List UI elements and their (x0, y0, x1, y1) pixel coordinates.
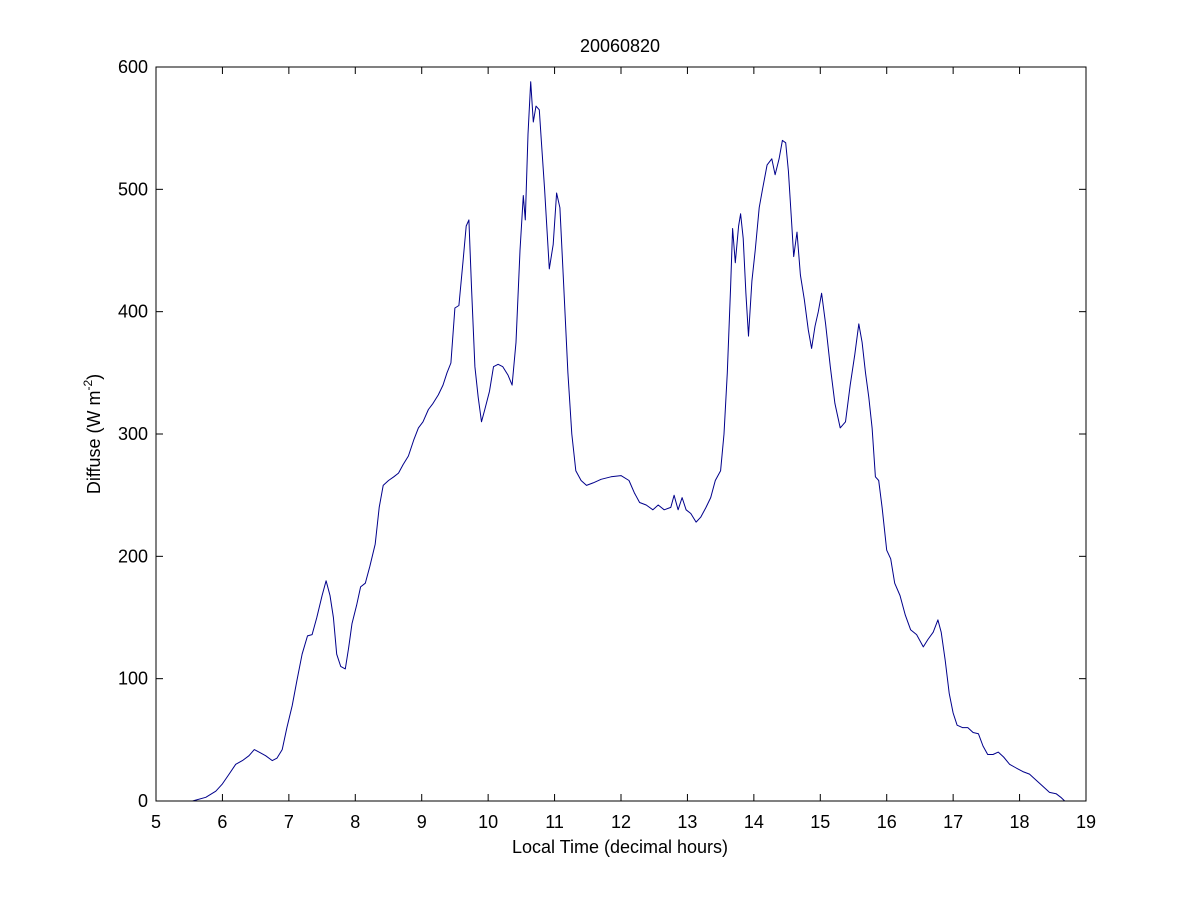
y-tick-label: 500 (118, 179, 148, 199)
y-tick-label: 0 (138, 791, 148, 811)
x-tick-label: 18 (1010, 812, 1030, 832)
x-tick-label: 12 (611, 812, 631, 832)
axes-background (156, 67, 1086, 801)
x-axis: 5 6 7 8 9 10 11 12 13 14 15 16 17 18 19 (151, 67, 1096, 832)
y-axis-label-superscript: -2 (81, 379, 95, 390)
y-axis: 0 100 200 300 400 500 600 (118, 57, 1086, 811)
x-tick-label: 11 (545, 812, 564, 832)
y-tick-label: 600 (118, 57, 148, 77)
x-tick-label: 16 (877, 812, 897, 832)
chart-title: 20060820 (580, 36, 660, 56)
y-axis-label: Diffuse (W m-2) (81, 374, 104, 494)
y-tick-label: 100 (118, 669, 148, 689)
x-tick-label: 7 (284, 812, 294, 832)
x-tick-label: 17 (943, 812, 963, 832)
x-axis-label: Local Time (decimal hours) (512, 837, 728, 857)
y-axis-label-close: ) (84, 374, 104, 380)
x-tick-label: 9 (417, 812, 427, 832)
y-tick-label: 400 (118, 302, 148, 322)
y-tick-label: 200 (118, 546, 148, 566)
x-tick-label: 6 (217, 812, 227, 832)
x-tick-label: 19 (1076, 812, 1096, 832)
axes-frame (155, 66, 1087, 802)
y-tick-label: 300 (118, 424, 148, 444)
x-tick-label: 15 (810, 812, 830, 832)
diffuse-series-line (192, 81, 1066, 802)
x-tick-label: 8 (350, 812, 360, 832)
x-tick-label: 14 (744, 812, 764, 832)
x-tick-label: 5 (151, 812, 161, 832)
x-tick-label: 10 (478, 812, 498, 832)
x-tick-label: 13 (677, 812, 697, 832)
y-axis-label-base: Diffuse (W m (84, 390, 104, 494)
plot-area: 5 6 7 8 9 10 11 12 13 14 15 16 17 18 19 01002003004005… (118, 57, 1096, 832)
